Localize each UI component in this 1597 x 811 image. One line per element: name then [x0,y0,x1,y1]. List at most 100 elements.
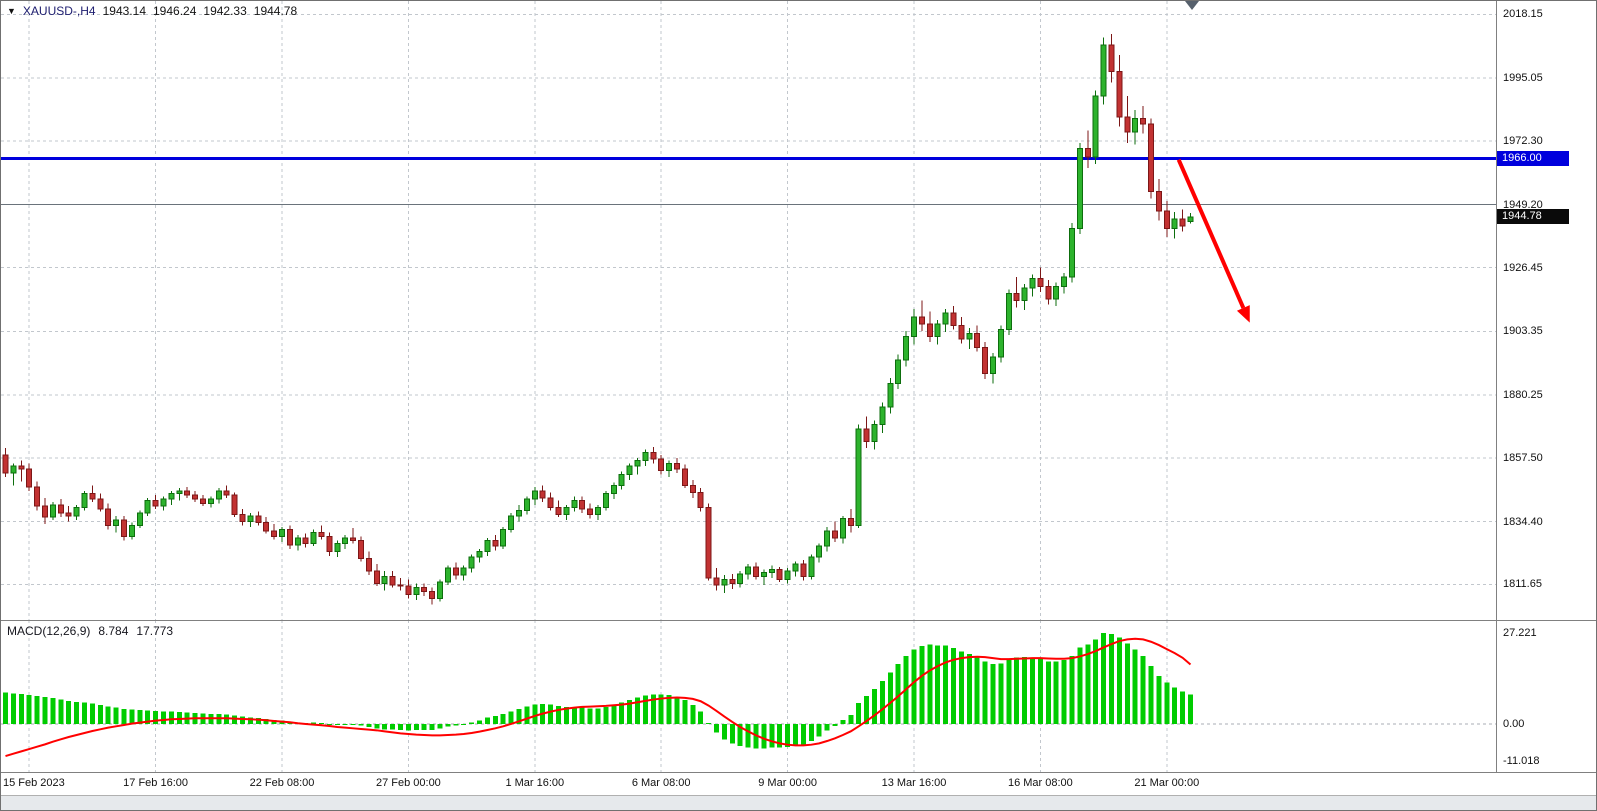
price-axis[interactable]: 1966.00 1944.78 2018.15 1995.05 1972.30 194… [1497,1,1596,773]
macd-histogram-bar [382,723,388,730]
candle [192,494,199,500]
macd-canvas[interactable] [1,620,1496,772]
macd-histogram-bar [508,711,514,724]
macd-histogram-bar [895,664,901,724]
candle [697,491,704,509]
candle [721,578,728,586]
candle [121,519,127,537]
macd-histogram-bar [524,706,530,724]
macd-histogram-bar [398,723,403,730]
macd-axis-label: 0.00 [1503,717,1525,730]
panel-separator[interactable] [1,620,1596,621]
macd-histogram-bar [334,723,340,725]
candle [452,567,459,576]
candle [618,473,625,486]
macd-histogram-bar [1140,656,1146,724]
symbol-timeframe-label: XAUUSD-,H4 [22,4,96,18]
price-axis-label: 1926.45 [1503,261,1543,274]
candle [871,424,878,442]
trend-arrow-head[interactable] [1236,305,1250,323]
price-axis-label: 1949.20 [1503,198,1543,211]
macd-histogram-bar [1180,691,1186,724]
candle [358,540,364,560]
macd-histogram-bar [461,723,467,725]
candle [405,585,412,595]
macd-histogram-bar [816,723,822,737]
macd-histogram-bar [785,723,791,748]
candle [263,522,270,532]
macd-histogram-bar [42,697,48,724]
candle [81,493,88,509]
macd-histogram-bar [919,646,925,724]
macd-histogram-bar [958,651,964,724]
macd-histogram-bar [240,716,245,724]
macd-histogram-bar [793,723,798,746]
symbol-ohlc-label: ▼ XAUUSD-,H4 1943.14 1946.24 1942.33 194… [7,4,297,18]
candle [318,531,325,537]
macd-histogram-bar [374,723,380,729]
candle [168,493,175,500]
candle [563,507,570,515]
macd-histogram-bar [872,689,877,724]
candle [713,577,720,586]
candle [200,498,206,504]
candle [547,497,554,509]
macd-histogram-bar [777,723,783,748]
price-axis-label: 1972.30 [1503,134,1543,147]
macd-histogram-bar [721,723,727,740]
candle [294,537,301,546]
horizontal-scrollbar[interactable] [1,795,1596,810]
macd-histogram-bar [1156,675,1162,724]
trend-arrow[interactable] [1176,158,1246,309]
macd-histogram-bar [761,723,767,749]
macd-histogram-bar [1045,661,1051,724]
candle [729,578,736,584]
macd-histogram-bar [137,709,143,724]
candle [468,556,475,569]
candle [334,542,341,553]
candle [255,515,262,524]
hline-price-tag: 1966.00 [1497,150,1569,166]
macd-histogram-bar [1101,632,1107,724]
macd-histogram-bar [26,695,32,724]
candle [784,570,791,580]
macd-histogram-bar [935,645,941,724]
candle [484,540,491,553]
symbol-dropdown-icon[interactable]: ▼ [7,6,16,16]
chart-shift-marker[interactable] [1185,1,1199,10]
macd-axis-label: -11.018 [1503,754,1540,767]
candle [634,460,641,467]
macd-histogram-bar [635,697,640,724]
macd-histogram-bar [674,696,680,724]
candle [555,507,562,515]
candle [1155,190,1162,212]
candle [887,382,894,408]
macd-histogram-bar [3,692,8,724]
candle [1108,44,1115,72]
macd-histogram-bar [619,702,625,724]
candle [753,566,759,578]
macd-histogram-bar [10,693,16,724]
macd-histogram-bar [1188,694,1193,724]
candle [681,468,688,486]
candle [286,529,293,546]
candle [508,515,515,531]
price-axis-label: 2018.15 [1503,8,1543,21]
macd-histogram-bar [737,723,743,747]
macd-histogram-bar [405,723,411,731]
macd-histogram-bar [89,703,95,724]
candle [184,490,191,496]
time-axis[interactable]: 15 Feb 2023 17 Feb 16:00 22 Feb 08:00 27 Fe… [1,773,1596,794]
macd-histogram-bar [437,723,443,729]
candle [674,462,680,470]
candle [1053,286,1060,300]
candle [816,545,823,558]
candle [1084,148,1091,158]
macd-histogram-bar [1037,659,1043,724]
main-chart-canvas[interactable] [1,1,1496,620]
macd-histogram-bar [1061,660,1067,724]
candle [152,500,159,507]
candle [1140,117,1147,125]
candle [1163,210,1170,230]
candle [26,468,33,488]
